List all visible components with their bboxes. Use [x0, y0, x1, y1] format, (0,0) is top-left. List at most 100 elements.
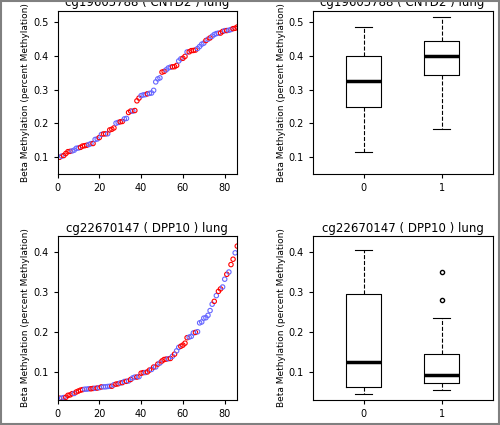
Point [58, 153, 66, 159]
Point [139, 369, 147, 376]
Point [78, 143, 86, 150]
Point [139, 91, 147, 98]
Point [229, 256, 237, 263]
Point [68, 390, 76, 397]
Point [78, 386, 86, 393]
Y-axis label: Beta Methylation (percent Methylation): Beta Methylation (percent Methylation) [276, 228, 285, 407]
Point [190, 47, 198, 54]
Y-axis label: Beta Methylation (percent Methylation): Beta Methylation (percent Methylation) [22, 3, 30, 182]
Point [198, 41, 205, 48]
Point [144, 368, 152, 375]
Point [93, 136, 101, 142]
Point [166, 64, 174, 71]
Point [204, 36, 212, 42]
Point [204, 312, 212, 319]
Point [154, 361, 162, 368]
Point [154, 76, 162, 82]
Point [179, 342, 187, 348]
Point [164, 355, 172, 362]
Point [126, 376, 134, 383]
Point [87, 385, 95, 392]
Point [188, 47, 196, 54]
Title: cg22670147 ( DPP10 ) lung: cg22670147 ( DPP10 ) lung [322, 222, 484, 235]
Point [214, 30, 222, 37]
Point [162, 356, 170, 363]
Title: cg19605788 ( CNTD2 ) lung: cg19605788 ( CNTD2 ) lung [320, 0, 485, 9]
Point [72, 145, 80, 152]
Point [128, 374, 136, 381]
Point [234, 23, 241, 30]
Point [58, 395, 66, 402]
Point [108, 383, 116, 390]
Point [83, 142, 91, 149]
Point [124, 377, 132, 384]
Point [76, 144, 84, 151]
Point [177, 343, 185, 350]
Point [156, 74, 164, 81]
Point [216, 286, 224, 292]
Point [146, 90, 154, 97]
Point [223, 27, 231, 34]
Point [202, 37, 210, 44]
Point [156, 360, 164, 366]
Point [120, 378, 128, 385]
Point [98, 383, 106, 390]
Point [220, 27, 228, 34]
Point [223, 271, 231, 278]
Point [208, 33, 216, 40]
Point [110, 125, 118, 131]
Point [118, 379, 126, 386]
Point [146, 367, 154, 374]
Point [160, 356, 168, 363]
Point [112, 120, 120, 127]
Point [131, 374, 139, 380]
Point [206, 34, 214, 41]
Point [231, 249, 239, 256]
Point [96, 384, 104, 391]
Point [174, 344, 182, 351]
Point [60, 394, 68, 401]
Point [70, 390, 78, 397]
Point [98, 131, 106, 138]
Point [56, 395, 64, 402]
Y-axis label: Beta Methylation (percent Methylation): Beta Methylation (percent Methylation) [276, 3, 285, 182]
Point [208, 301, 216, 308]
Point [206, 307, 214, 314]
Point [116, 119, 124, 125]
Point [62, 394, 70, 401]
Point [234, 243, 241, 249]
Point [114, 380, 122, 387]
Point [152, 363, 160, 370]
Point [126, 108, 134, 114]
Point [225, 269, 233, 275]
Point [216, 30, 224, 37]
Point [190, 329, 198, 336]
Point [181, 53, 189, 60]
Point [170, 351, 178, 357]
Point [89, 385, 97, 392]
Point [144, 91, 152, 97]
Point [118, 118, 126, 125]
Point [93, 385, 101, 391]
Point [194, 45, 202, 52]
Point [148, 90, 156, 96]
Point [102, 130, 110, 137]
Point [174, 57, 182, 64]
Point [185, 334, 193, 340]
Point [133, 97, 141, 104]
Point [72, 388, 80, 395]
Point [74, 388, 82, 394]
Title: cg22670147 ( DPP10 ) lung: cg22670147 ( DPP10 ) lung [66, 222, 228, 235]
Point [214, 288, 222, 295]
Point [196, 43, 203, 50]
Point [198, 319, 205, 326]
Point [135, 373, 143, 380]
Point [168, 63, 176, 70]
Point [183, 334, 191, 341]
Point [122, 378, 130, 385]
Point [102, 383, 110, 390]
Point [137, 370, 145, 377]
Point [124, 109, 132, 116]
Point [64, 148, 72, 155]
Point [104, 383, 112, 390]
